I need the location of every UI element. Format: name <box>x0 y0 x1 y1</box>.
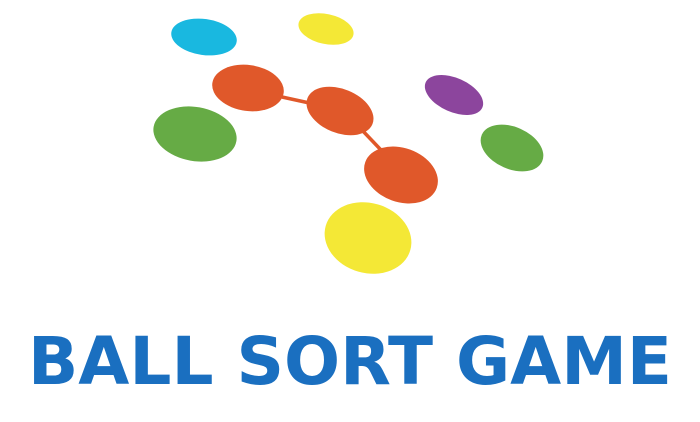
game-title: BALL SORT GAME <box>28 323 672 400</box>
molecule-balls-icon <box>153 13 544 274</box>
ball-green-left <box>153 106 237 162</box>
ball-yellow-small <box>298 13 354 45</box>
ball-orange-left <box>212 64 284 112</box>
ball-orange-center <box>306 86 374 136</box>
ball-green-right <box>480 124 544 172</box>
ball-purple <box>424 74 484 116</box>
ball-orange-right <box>364 146 438 204</box>
ball-yellow-large <box>324 202 412 274</box>
bond-line <box>359 127 383 152</box>
ball-cyan <box>171 18 237 56</box>
